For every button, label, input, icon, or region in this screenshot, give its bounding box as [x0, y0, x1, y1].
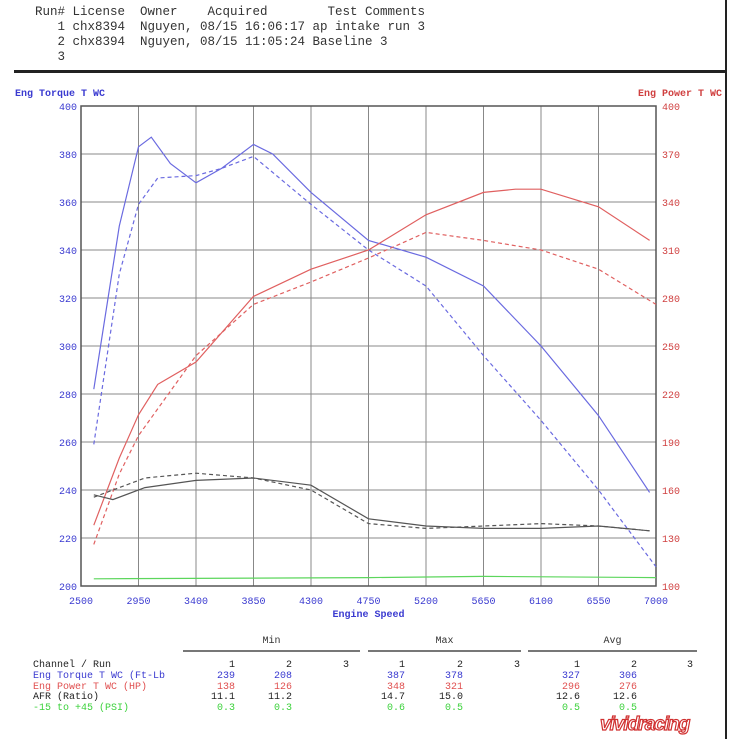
y-left-tick-label: 400	[59, 103, 77, 114]
stats-value: 348	[386, 681, 405, 693]
run-header: Run# License Owner Acquired Test Comment…	[35, 5, 425, 65]
y-right-tick-label: 400	[662, 103, 680, 114]
y-left-tick-label: 220	[59, 535, 77, 546]
y-right-tick-label: 160	[662, 487, 680, 498]
x-tick-label: 7000	[644, 597, 668, 608]
stats-run-number: 2	[456, 660, 463, 671]
y-left-tick-label: 280	[59, 391, 77, 402]
stats-group-min: Min	[183, 636, 360, 652]
stats-row-label: Eng Power T WC (HP)	[33, 681, 148, 693]
y-left-tick-label: 380	[59, 151, 77, 162]
stats-value: 321	[444, 681, 463, 693]
stats-value: 138	[216, 681, 235, 693]
x-tick-label: 6550	[586, 597, 610, 608]
series-line	[93, 575, 657, 580]
stats-run-number: 1	[228, 660, 235, 671]
divider	[14, 70, 727, 73]
stats-value: 208	[273, 671, 292, 682]
stats-run-number: 3	[342, 660, 349, 671]
stats-value: 126	[273, 681, 292, 693]
y-right-tick-label: 130	[662, 535, 680, 546]
y-left-tick-label: 260	[59, 439, 77, 450]
y-right-tick-label: 280	[662, 295, 680, 306]
x-tick-label: 4300	[299, 597, 323, 608]
vividracing-logo: vividracing	[599, 714, 691, 735]
x-tick-label: 2950	[126, 597, 150, 608]
series-line	[93, 231, 657, 545]
stats-value: 296	[561, 681, 580, 693]
run-row: 3	[35, 50, 66, 64]
x-axis-label: Engine Speed	[332, 609, 404, 621]
stats-value: 387	[386, 671, 405, 682]
y-right-tick-label: 250	[662, 343, 680, 354]
stats-run-number: 1	[398, 660, 405, 671]
stats-row-label: AFR (Ratio)	[33, 692, 100, 703]
series-line	[93, 477, 650, 532]
series-line	[93, 136, 651, 493]
y-left-tick-label: 320	[59, 295, 77, 306]
run-row: 2 chx8394 Nguyen, 08/15 11:05:24 Baselin…	[35, 35, 388, 49]
y-left-tick-label: 300	[59, 343, 77, 354]
y-right-label: Eng Power T WC	[638, 89, 722, 100]
y-right-tick-label: 190	[662, 439, 680, 450]
stats-value: 0.3	[216, 702, 235, 714]
series-line	[93, 188, 650, 526]
x-tick-label: 5200	[414, 597, 438, 608]
stats-value: 276	[618, 681, 637, 693]
y-right-tick-label: 220	[662, 391, 680, 402]
stats-value: 327	[561, 671, 580, 682]
stats-row-label: Eng Torque T WC (Ft-Lb	[33, 671, 166, 682]
stats-run-number: 3	[686, 660, 693, 671]
header-columns: Run# License Owner Acquired Test Comment…	[35, 5, 426, 19]
stats-value: 11.2	[267, 692, 292, 703]
stats-value: 0.6	[386, 702, 405, 714]
stats-group-max: Max	[368, 636, 521, 652]
x-tick-label: 3850	[241, 597, 265, 608]
y-left-tick-label: 340	[59, 247, 77, 258]
run-row: 1 chx8394 Nguyen, 08/15 16:06:17 ap inta…	[35, 20, 426, 34]
series-line	[93, 155, 657, 568]
plot-frame	[80, 105, 657, 587]
x-tick-label: 4750	[356, 597, 380, 608]
stats-value: 378	[444, 671, 463, 682]
stats-run-number: 1	[573, 660, 580, 671]
stats-row-label: -15 to +45 (PSI)	[33, 702, 130, 714]
x-tick-label: 6100	[529, 597, 553, 608]
border	[725, 0, 727, 739]
stats-value: 12.6	[612, 692, 637, 703]
stats-value: 0.5	[618, 702, 637, 714]
stats-value: 14.7	[380, 692, 405, 703]
x-tick-label: 5650	[471, 597, 495, 608]
stats-value: 0.5	[444, 702, 463, 714]
stats-value: 0.5	[561, 702, 580, 714]
y-left-tick-label: 200	[59, 583, 77, 594]
stats-value: 306	[618, 671, 637, 682]
y-right-tick-label: 310	[662, 247, 680, 258]
y-right-tick-label: 340	[662, 199, 680, 210]
stats-value: 11.1	[210, 692, 235, 703]
y-left-label: Eng Torque T WC	[15, 89, 105, 100]
x-tick-label: 2500	[69, 597, 93, 608]
x-tick-label: 3400	[184, 597, 208, 608]
stats-header: Channel / Run	[33, 660, 112, 671]
stats-value: 12.6	[555, 692, 580, 703]
stats-value: 0.3	[273, 702, 292, 714]
y-right-tick-label: 100	[662, 583, 680, 594]
stats-run-number: 3	[513, 660, 520, 671]
stats-run-number: 2	[285, 660, 292, 671]
y-left-tick-label: 240	[59, 487, 77, 498]
stats-group-avg: Avg	[528, 636, 697, 652]
y-left-tick-label: 360	[59, 199, 77, 210]
stats-run-number: 2	[630, 660, 637, 671]
series-line	[93, 472, 650, 532]
stats-value: 15.0	[438, 692, 463, 703]
y-right-tick-label: 370	[662, 151, 680, 162]
stats-value: 239	[216, 671, 235, 682]
